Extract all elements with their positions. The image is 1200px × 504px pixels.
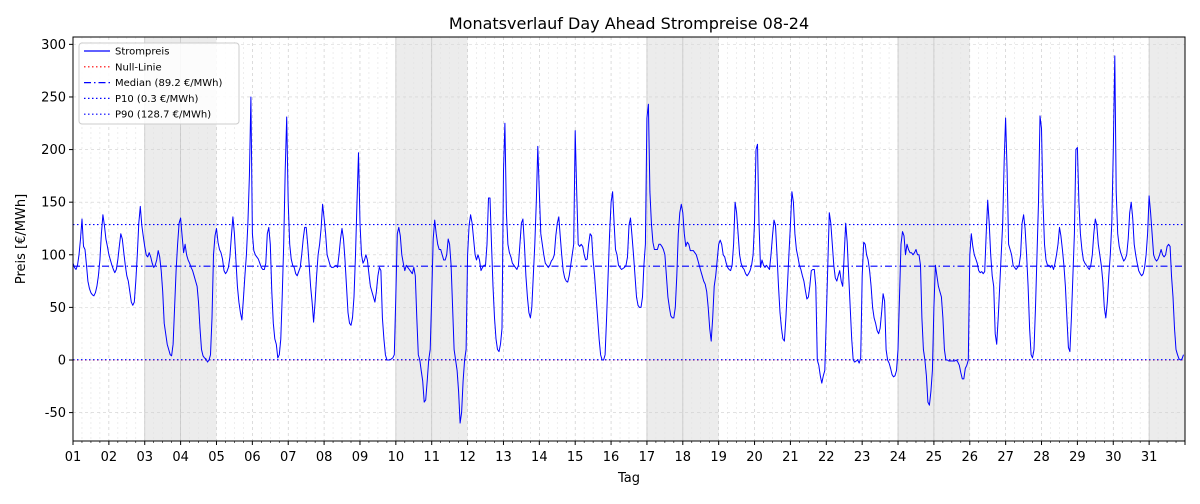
- x-tick-label: 28: [1033, 450, 1050, 465]
- y-tick-label: 150: [41, 196, 66, 211]
- legend-entry: P90 (128.7 €/MWh): [115, 110, 211, 121]
- x-tick-label: 31: [1141, 450, 1158, 465]
- y-tick-label: 0: [58, 353, 66, 368]
- y-tick-label: 100: [41, 248, 66, 263]
- x-tick-label: 11: [423, 450, 440, 465]
- y-axis-ticks: -50 0 50 100 150 200 250 300: [41, 38, 73, 421]
- x-tick-label: 13: [495, 450, 512, 465]
- x-tick-label: 25: [926, 450, 943, 465]
- x-tick-label: 17: [639, 450, 656, 465]
- legend-entry: P10 (0.3 €/MWh): [115, 94, 199, 105]
- x-tick-label: 21: [782, 450, 799, 465]
- x-tick-label: 08: [316, 450, 333, 465]
- x-tick-label: 19: [710, 450, 727, 465]
- x-tick-label: 02: [101, 450, 118, 465]
- x-tick-label: 15: [567, 450, 584, 465]
- legend-entry: Strompreis: [115, 47, 169, 58]
- x-tick-label: 20: [746, 450, 763, 465]
- x-tick-label: 23: [854, 450, 871, 465]
- y-tick-label: 300: [41, 38, 66, 53]
- x-tick-label: 10: [388, 450, 405, 465]
- legend-box: [78, 42, 240, 125]
- x-tick-label: 05: [208, 450, 225, 465]
- x-tick-label: 29: [1069, 450, 1086, 465]
- x-tick-label: 06: [244, 450, 261, 465]
- x-tick-label: 30: [1105, 450, 1122, 465]
- y-tick-label: 50: [49, 301, 66, 316]
- price-series: [72, 55, 1184, 424]
- x-tick-label: 27: [997, 450, 1014, 465]
- x-tick-label: 22: [818, 450, 835, 465]
- x-tick-label: 09: [352, 450, 369, 465]
- y-tick-label: -50: [45, 406, 66, 421]
- legend-entry: Null-Linie: [115, 62, 162, 73]
- legend-entry: Median (89.2 €/MWh): [115, 78, 222, 89]
- x-tick-label: 24: [890, 450, 907, 465]
- x-axis-label: Tag: [617, 471, 640, 486]
- x-tick-label: 03: [136, 450, 153, 465]
- y-axis-label: Preis [€/MWh]: [14, 194, 29, 284]
- x-tick-label: 07: [280, 450, 297, 465]
- x-tick-label: 04: [172, 450, 189, 465]
- y-tick-label: 250: [41, 90, 66, 105]
- grid-lines: [72, 37, 1186, 441]
- x-tick-label: 14: [531, 450, 548, 465]
- legend: Strompreis Null-Linie Median (89.2 €/MWh) P…: [78, 42, 240, 125]
- chart-title: Monatsverlauf Day Ahead Strompreise 08-2…: [449, 14, 809, 33]
- x-axis-ticks: 01 02 03 04 05 06 07 08 09 10 11 12 13 14 15 16 17 18 19 20…: [65, 441, 1186, 465]
- y-tick-label: 200: [41, 143, 66, 158]
- x-tick-label: 16: [603, 450, 620, 465]
- x-tick-label: 26: [962, 450, 979, 465]
- x-tick-label: 12: [459, 450, 476, 465]
- x-tick-label: 18: [675, 450, 692, 465]
- price-line: [72, 55, 1184, 424]
- x-tick-label: 01: [65, 450, 82, 465]
